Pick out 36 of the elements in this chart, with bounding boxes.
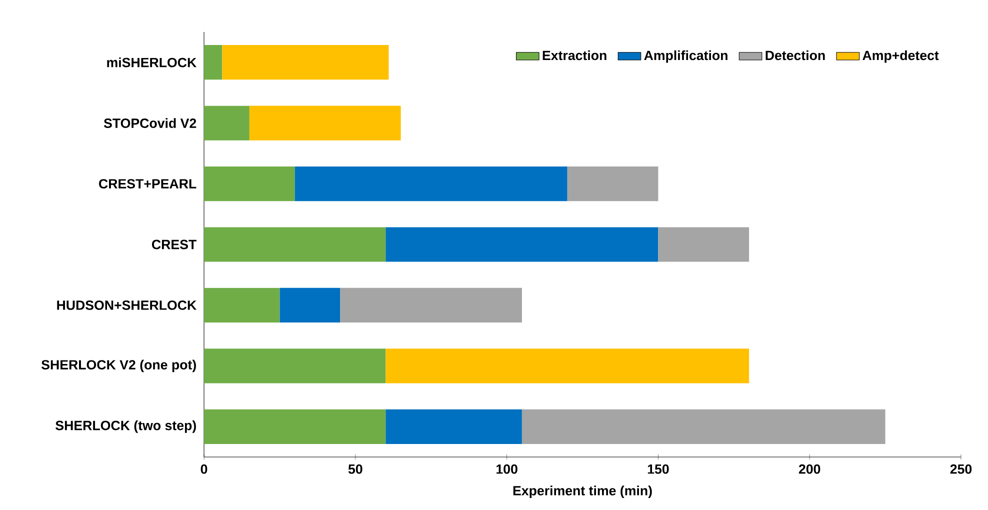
legend-label: Amplification xyxy=(644,50,728,63)
bar xyxy=(204,106,250,140)
bar xyxy=(204,288,280,323)
bar xyxy=(386,409,522,444)
bar xyxy=(386,348,750,384)
bar xyxy=(204,348,386,384)
bar xyxy=(204,45,222,80)
x-axis-title: Experiment time (min) xyxy=(513,486,652,498)
legend-label: Detection xyxy=(766,50,825,60)
x-tick-label: 250 xyxy=(950,464,972,474)
x-tick-label: 0 xyxy=(200,464,208,474)
bar xyxy=(386,227,658,262)
bar xyxy=(658,227,750,262)
y-tick-label: SHERLOCK V2 (one pot) xyxy=(41,360,196,372)
bar xyxy=(280,288,340,323)
x-tick-label: 100 xyxy=(496,464,518,474)
legend-label: Amp+detect xyxy=(862,50,939,63)
y-tick-label: CREST+PEARL xyxy=(99,179,196,188)
y-tick-label: STOPCovid V2 xyxy=(104,118,196,128)
bar xyxy=(204,409,386,444)
bar xyxy=(222,45,389,80)
bar xyxy=(567,166,658,202)
y-tick-label: HUDSON+SHERLOCK xyxy=(57,300,197,310)
legend-label: Extraction xyxy=(542,50,606,60)
bar xyxy=(204,227,386,262)
x-tick-label: 200 xyxy=(798,464,820,474)
y-tick-label: SHERLOCK (two step) xyxy=(56,420,196,433)
y-tick-label: miSHERLOCK xyxy=(107,57,197,68)
bar xyxy=(249,106,401,140)
y-tick-label: CREST xyxy=(152,240,196,250)
bar xyxy=(522,409,886,444)
x-tick-label: 150 xyxy=(648,464,669,474)
bar xyxy=(340,288,522,323)
x-tick-label: 50 xyxy=(348,464,362,474)
bar xyxy=(294,166,568,202)
bar xyxy=(204,166,295,202)
